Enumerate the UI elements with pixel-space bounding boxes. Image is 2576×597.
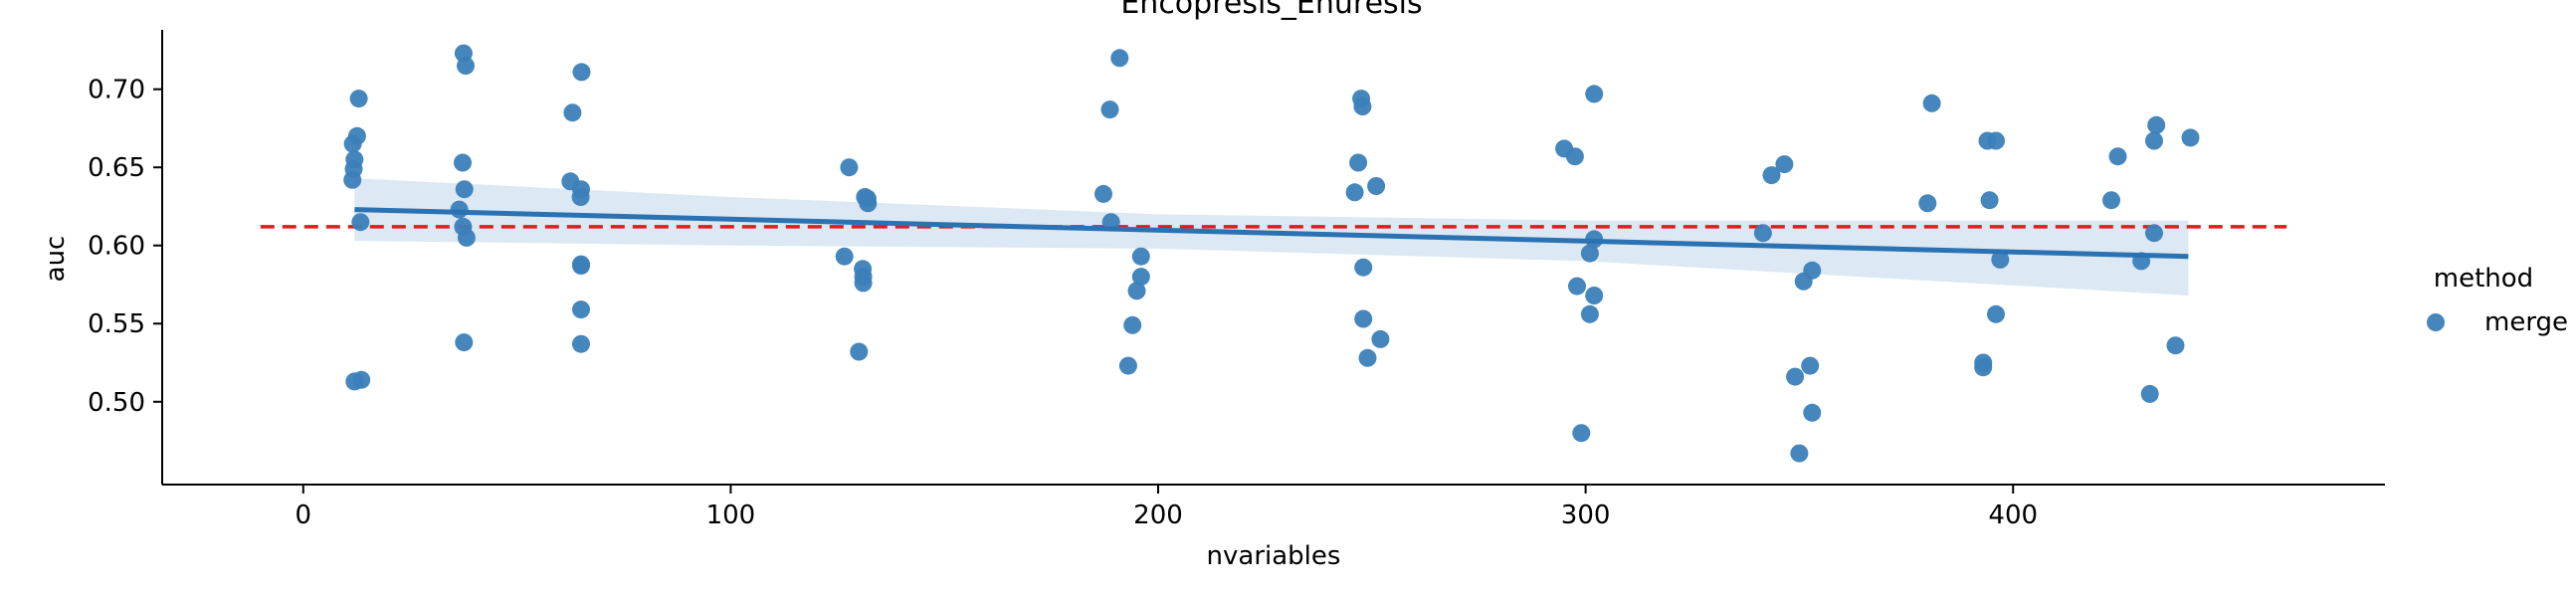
- legend-title: method: [2434, 264, 2533, 294]
- scatter-point-49: [1354, 258, 1373, 277]
- scatter-point-12: [455, 180, 474, 199]
- scatter-point-6: [351, 213, 370, 232]
- scatter-point-48: [1345, 183, 1364, 202]
- scatter-point-50: [1354, 309, 1373, 328]
- scatter-point-23: [572, 257, 590, 276]
- scatter-point-45: [1353, 98, 1372, 115]
- scatter-point-69: [1803, 403, 1822, 422]
- y-tick-label-0: 0.50: [88, 388, 145, 418]
- x-axis-label: nvariables: [1207, 541, 1341, 571]
- y-tick-label-3: 0.65: [88, 153, 145, 183]
- scatter-point-88: [2140, 384, 2159, 403]
- scatter-point-73: [1987, 131, 2005, 150]
- scatter-point-21: [572, 63, 591, 82]
- legend: method merge: [2427, 264, 2568, 337]
- legend-marker-merge: [2427, 313, 2445, 331]
- scatter-point-82: [2145, 131, 2163, 150]
- legend-entry-merge: merge: [2484, 307, 2568, 337]
- scatter-point-10: [457, 57, 475, 76]
- x-tick-label-100: 100: [706, 500, 756, 530]
- scatter-point-39: [1131, 247, 1150, 266]
- confidence-band-layer: [354, 178, 2189, 296]
- scatter-point-77: [1987, 304, 2005, 323]
- scatter-point-26: [840, 158, 859, 177]
- scatter-point-87: [2166, 336, 2185, 355]
- scatter-point-70: [1790, 444, 1809, 463]
- y-tick-label-2: 0.60: [88, 232, 145, 262]
- scatter-point-84: [2102, 191, 2120, 210]
- scatter-point-5: [349, 90, 368, 108]
- scatter-point-54: [1565, 147, 1584, 166]
- x-tick-label-200: 200: [1133, 500, 1183, 530]
- scatter-point-34: [850, 342, 869, 361]
- scatter-point-62: [1775, 155, 1794, 174]
- x-tick-label-400: 400: [1988, 500, 2038, 530]
- scatter-point-11: [454, 153, 472, 172]
- scatter-point-80: [2147, 115, 2166, 134]
- y-tick-label-1: 0.55: [88, 309, 145, 339]
- scatter-point-25: [572, 334, 590, 353]
- scatter-point-58: [1568, 277, 1586, 296]
- regression-line: [354, 207, 2189, 260]
- scatter-point-20: [563, 103, 582, 122]
- scatter-point-83: [2181, 128, 2200, 147]
- scatter-point-51: [1371, 329, 1390, 348]
- scatter-point-76: [1991, 250, 2010, 269]
- scatter-point-61: [1572, 424, 1591, 443]
- x-ticks: 0 100 200 300 400: [295, 485, 2038, 530]
- scatter-point-85: [2145, 224, 2163, 243]
- scatter-point-29: [859, 194, 878, 213]
- scatter-point-4: [347, 126, 366, 145]
- scatter-point-67: [1801, 356, 1820, 375]
- scatter-point-15: [457, 228, 476, 247]
- regression-line-layer: [354, 207, 2189, 260]
- scatter-point-37: [1094, 184, 1112, 203]
- scatter-point-13: [450, 200, 469, 219]
- scatter-point-63: [1762, 166, 1781, 185]
- scatter-point-42: [1123, 315, 1142, 334]
- scatter-point-19: [571, 188, 590, 206]
- scatter-point-33: [854, 274, 873, 293]
- scatter-point-30: [835, 247, 854, 266]
- scatter-point-46: [1349, 153, 1368, 172]
- scatter-point-57: [1580, 244, 1599, 263]
- scatter-point-40: [1131, 268, 1150, 287]
- scatter-point-36: [1100, 100, 1119, 119]
- scatter-point-60: [1580, 304, 1599, 323]
- scatter-point-66: [1794, 272, 1813, 291]
- chart-title: Encopresis_Enuresis: [1120, 0, 1422, 21]
- scatter-point-16: [455, 333, 474, 352]
- y-tick-label-4: 0.70: [88, 76, 145, 105]
- x-tick-label-0: 0: [295, 500, 311, 530]
- scatter-point-41: [1127, 282, 1146, 300]
- scatter-point-52: [1358, 348, 1377, 367]
- scatter-point-59: [1585, 287, 1604, 304]
- scatter-point-2: [345, 150, 364, 169]
- scatter-point-74: [1918, 194, 1937, 213]
- scatter-point-24: [572, 300, 590, 319]
- scatter-point-75: [1980, 191, 1999, 210]
- scatter-point-47: [1367, 177, 1386, 195]
- y-axis-label: auc: [41, 236, 71, 283]
- scatter-points-layer: [343, 44, 2200, 463]
- scatter-point-81: [2108, 147, 2127, 166]
- x-tick-label-300: 300: [1561, 500, 1611, 530]
- scatter-point-79: [1974, 358, 1993, 377]
- scatter-point-43: [1118, 356, 1137, 375]
- y-ticks: 0.50 0.55 0.60 0.65 0.70: [88, 76, 162, 418]
- scatter-point-55: [1585, 85, 1604, 103]
- scatter-point-8: [352, 370, 371, 389]
- scatter-point-68: [1786, 367, 1805, 386]
- scatter-point-35: [1110, 49, 1129, 68]
- scatter-point-71: [1922, 94, 1941, 112]
- scatter-point-64: [1753, 224, 1772, 243]
- confidence-band: [354, 178, 2189, 296]
